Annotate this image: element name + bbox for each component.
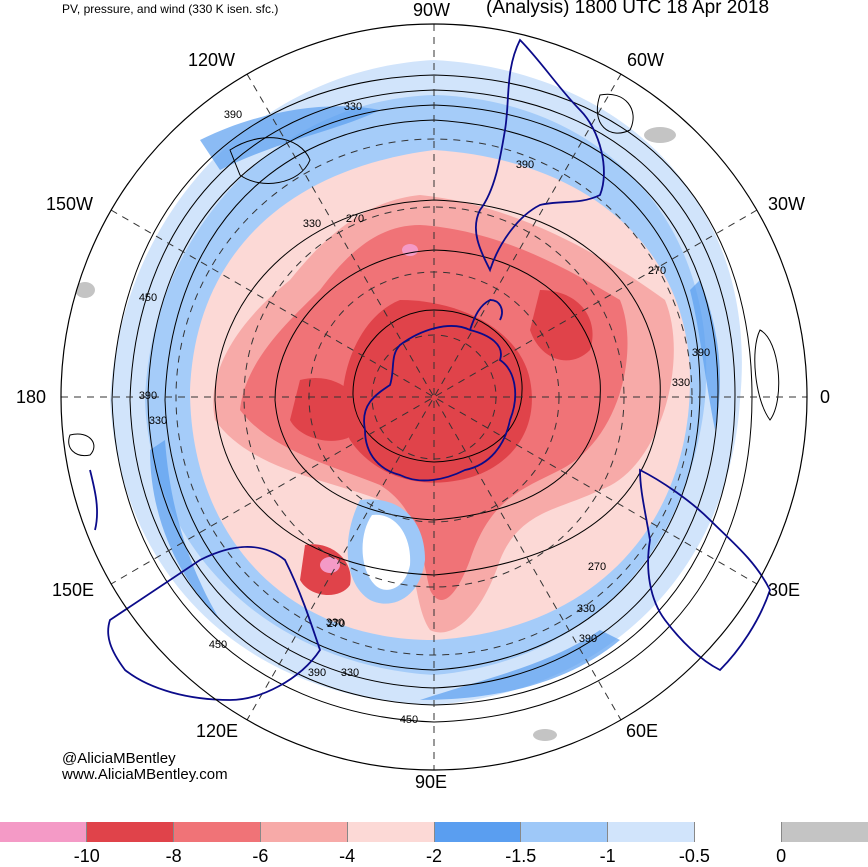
colorbar-tick-label: -8 bbox=[165, 846, 182, 866]
contour-label: 390 bbox=[516, 159, 534, 171]
colorbar-swatch bbox=[347, 822, 435, 842]
coastlines bbox=[89, 38, 771, 701]
lon-label-60e: 60E bbox=[626, 721, 659, 741]
lon-label-180: 180 bbox=[16, 387, 47, 407]
colorbar-tick-label: -4 bbox=[339, 846, 356, 866]
contour-label: 270 bbox=[327, 618, 345, 630]
colorbar-tick-label: -10 bbox=[73, 846, 100, 866]
contour-label: 450 bbox=[139, 292, 157, 304]
contour-label: 330 bbox=[303, 218, 321, 230]
credit-website: www.AliciaMBentley.com bbox=[62, 766, 228, 783]
contour-label-layer: 390 330 270 330 450 390 330 270 390 330 … bbox=[139, 101, 710, 726]
colorbar-tick-label: -6 bbox=[252, 846, 269, 866]
contour-label: 270 bbox=[346, 213, 364, 225]
contour-label: 330 bbox=[672, 377, 690, 389]
map-subtitle: PV, pressure, and wind (330 K isen. sfc.… bbox=[62, 2, 279, 16]
contour-label: 270 bbox=[648, 265, 666, 277]
contour-label: 450 bbox=[400, 714, 418, 726]
colorbar-swatch bbox=[173, 822, 261, 842]
contour-label: 390 bbox=[308, 667, 326, 679]
colorbar-tick-label: -0.5 bbox=[678, 846, 710, 866]
colorbar-tick-label: -1 bbox=[599, 846, 616, 866]
contour-label: 450 bbox=[209, 639, 227, 651]
colorbar-tick-label: -1.5 bbox=[505, 846, 537, 866]
pv-shading-layer bbox=[61, 24, 807, 770]
contour-label: 270 bbox=[588, 561, 606, 573]
pv-colorbar bbox=[0, 822, 868, 842]
antarctic-peninsula bbox=[469, 299, 503, 331]
lon-label-90e: 90E bbox=[415, 772, 448, 792]
contour-label: 390 bbox=[224, 109, 242, 121]
lon-label-0: 0 bbox=[820, 387, 831, 407]
colorbar-swatch bbox=[695, 822, 783, 842]
contour-label: 390 bbox=[139, 390, 157, 402]
credit-handle: @AliciaMBentley bbox=[62, 750, 176, 767]
lon-label-90w: 90W bbox=[413, 0, 451, 20]
colorbar-swatch bbox=[521, 822, 609, 842]
contour-label: 330 bbox=[149, 415, 167, 427]
lon-label-120e: 120E bbox=[196, 721, 239, 741]
colorbar-tick-label: -2 bbox=[425, 846, 443, 866]
valid-time-title: (Analysis) 1800 UTC 18 Apr 2018 bbox=[486, 0, 770, 18]
contour-label: 390 bbox=[579, 633, 597, 645]
lon-label-120w: 120W bbox=[188, 50, 236, 70]
new-zealand-coastline bbox=[89, 469, 98, 531]
colorbar-swatch bbox=[434, 822, 522, 842]
colorbar-swatch bbox=[0, 822, 87, 842]
lon-label-150w: 150W bbox=[46, 194, 94, 214]
polar-stereographic-map: 390 330 270 330 450 390 330 270 390 330 … bbox=[60, 23, 808, 771]
colorbar-swatch bbox=[608, 822, 696, 842]
colorbar-swatch bbox=[782, 822, 868, 842]
colorbar-tick-label: 0 bbox=[776, 846, 787, 866]
antarctica-coastline bbox=[363, 325, 517, 482]
lon-label-150e: 150E bbox=[52, 580, 95, 600]
graticule bbox=[61, 24, 807, 770]
australia-coastline bbox=[107, 545, 321, 701]
map-boundary bbox=[60, 23, 808, 771]
lon-label-60w: 60W bbox=[627, 50, 665, 70]
south-america-coastline bbox=[475, 38, 605, 273]
lon-label-30e: 30E bbox=[768, 580, 801, 600]
contour-label: 330 bbox=[326, 617, 344, 629]
contour-label: 390 bbox=[692, 347, 710, 359]
colorbar-swatch bbox=[86, 822, 174, 842]
contour-label: 330 bbox=[341, 667, 359, 679]
africa-coastline bbox=[639, 468, 771, 672]
contour-label: 330 bbox=[344, 101, 362, 113]
colorbar-swatch bbox=[260, 822, 348, 842]
lon-label-30w: 30W bbox=[768, 194, 806, 214]
contour-label: 330 bbox=[577, 603, 595, 615]
